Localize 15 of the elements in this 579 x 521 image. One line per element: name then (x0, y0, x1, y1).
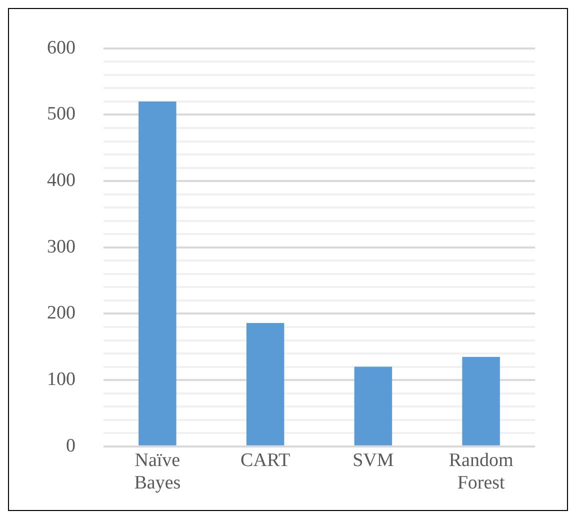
bar (462, 356, 500, 446)
y-tick-label: 0 (66, 435, 76, 456)
y-tick-label: 400 (47, 170, 76, 192)
y-tick-label: 100 (47, 369, 76, 390)
y-tick-label: 600 (47, 37, 76, 58)
bar (246, 323, 284, 446)
bar (138, 101, 176, 446)
y-tick-label: 200 (47, 302, 76, 324)
y-tick-label: 300 (47, 236, 76, 258)
x-tick-label: Naïve Bayes (134, 450, 181, 494)
x-tick-label: SVM (352, 450, 394, 471)
y-tick-label: 500 (47, 104, 76, 125)
x-tick-label: CART (240, 450, 290, 471)
x-tick-label: Random Forest (448, 450, 514, 494)
bar (354, 366, 392, 446)
